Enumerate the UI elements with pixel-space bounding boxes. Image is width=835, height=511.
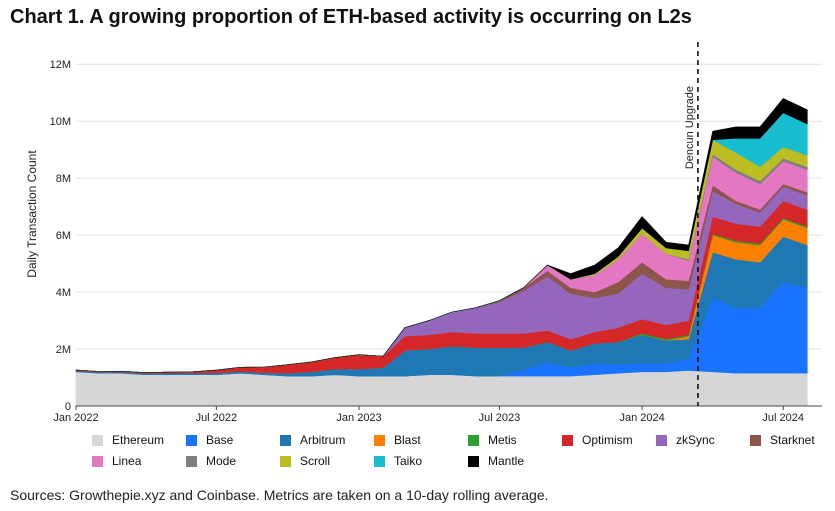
legend-item-mode: Mode — [186, 454, 280, 468]
legend-swatch — [280, 434, 291, 446]
legend-item-base: Base — [186, 433, 280, 447]
x-tick-label: Jan 2023 — [336, 412, 381, 424]
legend-label: Arbitrum — [300, 433, 346, 447]
legend-swatch — [468, 455, 479, 467]
x-tick-label: Jul 2023 — [479, 412, 521, 424]
legend-item-arbitrum: Arbitrum — [280, 433, 374, 447]
dencun-upgrade-label: Dencun Upgrade — [684, 86, 696, 169]
legend-item-scroll: Scroll — [280, 454, 374, 468]
legend-item-taiko: Taiko — [374, 454, 468, 468]
legend-item-ethereum: Ethereum — [92, 433, 186, 447]
legend-label: Mode — [206, 454, 237, 468]
area-series-mantle — [75, 98, 808, 373]
chart-title: Chart 1. A growing proportion of ETH-bas… — [10, 6, 692, 28]
y-tick-label: 12M — [50, 59, 71, 71]
legend-item-starknet: Starknet — [750, 433, 830, 447]
legend-swatch — [280, 455, 291, 467]
legend-item-metis: Metis — [468, 433, 562, 447]
legend-swatch — [186, 434, 197, 446]
chart-legend: Ethereum Base Arbitrum Blast Metis Optim… — [92, 433, 832, 468]
legend-swatch — [374, 455, 385, 467]
legend-label: Linea — [112, 454, 142, 468]
legend-swatch — [186, 455, 197, 467]
y-tick-label: 8M — [56, 173, 71, 185]
legend-label: Ethereum — [112, 433, 165, 447]
legend-swatch — [92, 455, 103, 467]
legend-item-linea: Linea — [92, 454, 186, 468]
chart-plot: 0 2M 4M 6M 8M 10M 12M Jan 2022 Jul 2022 Jan 2023 J… — [50, 42, 822, 424]
y-tick-label: 4M — [56, 287, 71, 299]
y-tick-label: 10M — [50, 116, 71, 128]
legend-label: Base — [206, 433, 234, 447]
legend-label: Scroll — [300, 454, 331, 468]
legend-item-mantle: Mantle — [468, 454, 562, 468]
legend-swatch — [374, 434, 385, 446]
legend-label: Mantle — [488, 454, 525, 468]
legend-swatch — [750, 434, 761, 446]
y-tick-label: 2M — [56, 344, 71, 356]
legend-item-blast: Blast — [374, 433, 468, 447]
x-tick-label: Jul 2022 — [196, 412, 238, 424]
y-tick-label: 6M — [56, 230, 71, 242]
legend-label: Blast — [394, 433, 421, 447]
legend-label: Starknet — [770, 433, 815, 447]
x-tick-label: Jan 2024 — [619, 412, 664, 424]
legend-label: Taiko — [394, 454, 423, 468]
legend-swatch — [92, 434, 103, 446]
y-tick-label: 0 — [65, 401, 71, 413]
legend-item-zksync: zkSync — [656, 433, 750, 447]
x-tick-label: Jul 2024 — [762, 412, 804, 424]
legend-swatch — [468, 434, 479, 446]
legend-label: Metis — [488, 433, 517, 447]
legend-label: zkSync — [676, 433, 715, 447]
x-tick-label: Jan 2022 — [53, 412, 98, 424]
legend-swatch — [656, 434, 667, 446]
legend-swatch — [562, 434, 573, 446]
legend-label: Optimism — [582, 433, 633, 447]
sources-note: Sources: Growthepie.xyz and Coinbase. Me… — [10, 487, 549, 503]
legend-item-optimism: Optimism — [562, 433, 656, 447]
